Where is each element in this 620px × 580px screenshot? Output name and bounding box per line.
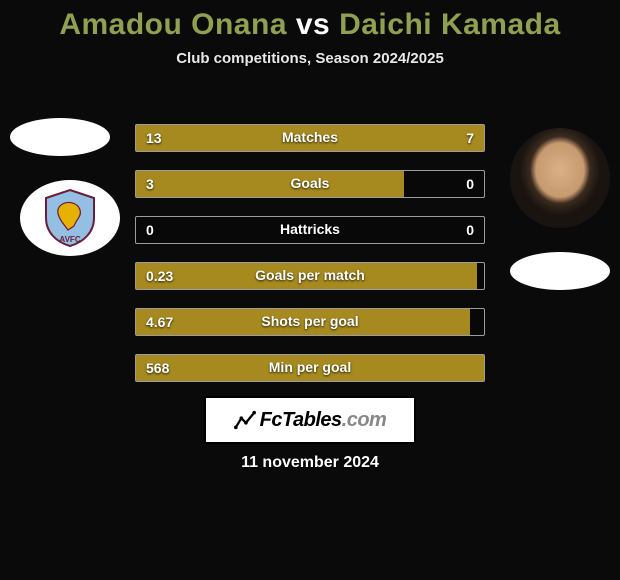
player2-name: Daichi Kamada [339, 8, 561, 41]
stat-value-right: 0 [466, 217, 474, 243]
stat-row: 13Matches7 [135, 124, 485, 152]
player2-flag-placeholder [510, 252, 610, 290]
stat-metric-label: Goals per match [136, 267, 484, 283]
stat-row: 0Hattricks0 [135, 216, 485, 244]
fctables-logo: FcTables.com [204, 396, 416, 444]
stat-metric-label: Min per goal [136, 359, 484, 375]
player2-avatar [510, 128, 610, 228]
stat-metric-label: Shots per goal [136, 313, 484, 329]
date-text: 11 november 2024 [0, 454, 620, 472]
stat-row: 3Goals0 [135, 170, 485, 198]
stat-metric-label: Matches [136, 129, 484, 145]
stat-row: 4.67Shots per goal [135, 308, 485, 336]
stat-metric-label: Hattricks [136, 221, 484, 237]
avfc-crest-icon: AVFC [38, 186, 102, 250]
stat-value-right: 7 [466, 125, 474, 151]
player1-club-crest: AVFC [20, 180, 120, 256]
logo-brand: FcTables [260, 409, 342, 431]
vs-text: vs [296, 8, 330, 41]
stat-row: 568Min per goal [135, 354, 485, 382]
stat-metric-label: Goals [136, 175, 484, 191]
logo-text: FcTables.com [260, 409, 387, 432]
player1-flag-placeholder [10, 118, 110, 156]
stats-bars: 13Matches73Goals00Hattricks00.23Goals pe… [135, 124, 485, 400]
subtitle: Club competitions, Season 2024/2025 [0, 50, 620, 67]
svg-text:AVFC: AVFC [59, 235, 80, 244]
chart-icon [234, 409, 256, 431]
player2-face-icon [510, 128, 610, 228]
logo-suffix: .com [342, 409, 387, 431]
page-title: Amadou Onana vs Daichi Kamada [0, 0, 620, 42]
stat-row: 0.23Goals per match [135, 262, 485, 290]
stat-value-right: 0 [466, 171, 474, 197]
player1-name: Amadou Onana [59, 8, 287, 41]
